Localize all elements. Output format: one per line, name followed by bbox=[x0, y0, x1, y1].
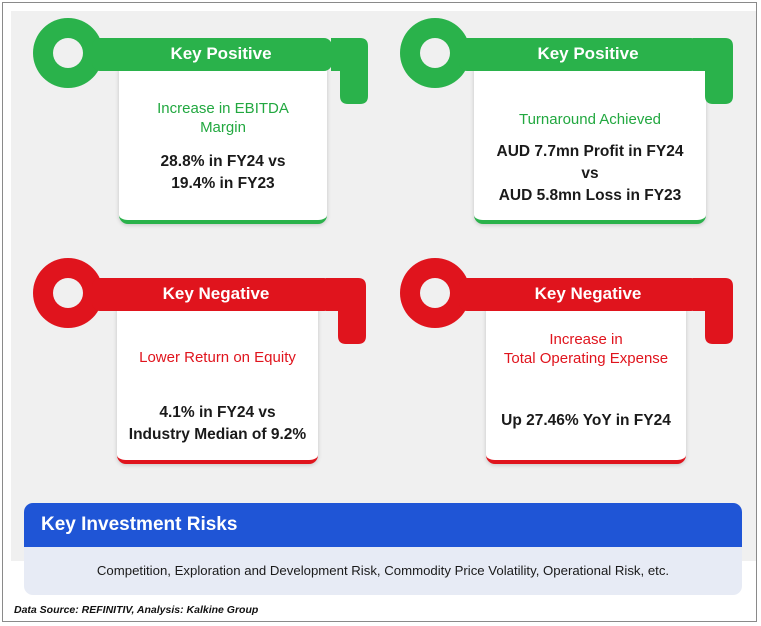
card-body: 4.1% in FY24 vs Industry Median of 9.2% bbox=[117, 402, 318, 446]
key-icon bbox=[33, 258, 366, 344]
card-subtitle-line: Turnaround Achieved bbox=[518, 111, 662, 128]
key-icon bbox=[400, 18, 733, 104]
key-icon bbox=[33, 18, 368, 104]
card-ebitda-margin: Increase in EBITDA Margin 28.8% in FY24 … bbox=[119, 68, 327, 224]
card-title: Key Negative bbox=[534, 284, 642, 303]
risks-text: Competition, Exploration and Development… bbox=[24, 547, 742, 595]
card-subtitle-line: Total Operating Expense bbox=[503, 350, 669, 367]
card-title: Key Positive bbox=[537, 44, 639, 63]
card-body: 28.8% in FY24 vs 19.4% in FY23 bbox=[119, 151, 327, 195]
risks-title: Key Investment Risks bbox=[41, 514, 238, 535]
card-body-line: 19.4% in FY23 bbox=[171, 175, 275, 192]
card-body-line: 28.8% in FY24 vs bbox=[160, 153, 286, 170]
card-body-line: Industry Median of 9.2% bbox=[128, 426, 307, 443]
card-body-line: 4.1% in FY24 vs bbox=[159, 404, 276, 421]
card-subtitle-line: Lower Return on Equity bbox=[139, 349, 296, 366]
card-subtitle: Increase in Total Operating Expense bbox=[486, 330, 686, 368]
card-turnaround: Turnaround Achieved AUD 7.7mn Profit in … bbox=[474, 68, 706, 224]
card-return-on-equity: Lower Return on Equity 4.1% in FY24 vs I… bbox=[117, 308, 318, 464]
card-title: Key Positive bbox=[170, 44, 272, 63]
card-body-line: AUD 7.7mn Profit in FY24 bbox=[496, 143, 684, 160]
card-body-line: Up 27.46% YoY in FY24 bbox=[501, 412, 671, 429]
card-body: Up 27.46% YoY in FY24 bbox=[486, 410, 686, 432]
card-subtitle: Lower Return on Equity bbox=[117, 348, 318, 367]
card-subtitle-line: Margin bbox=[200, 119, 246, 136]
card-operating-expense: Increase in Total Operating Expense Up 2… bbox=[486, 308, 686, 464]
card-subtitle: Increase in EBITDA Margin bbox=[119, 99, 327, 137]
risks-header: Key Investment Risks bbox=[24, 503, 742, 547]
key-icon bbox=[400, 258, 733, 344]
card-subtitle-line: Increase in EBITDA bbox=[157, 100, 289, 117]
card-body-line: vs bbox=[581, 165, 599, 182]
data-source-note: Data Source: REFINITIV, Analysis: Kalkin… bbox=[14, 604, 259, 616]
card-body: AUD 7.7mn Profit in FY24 vs AUD 5.8mn Lo… bbox=[474, 141, 706, 207]
card-body-line: AUD 5.8mn Loss in FY23 bbox=[498, 187, 682, 204]
card-subtitle-line: Increase in bbox=[549, 331, 623, 348]
card-subtitle: Turnaround Achieved bbox=[474, 110, 706, 129]
card-title: Key Negative bbox=[162, 284, 270, 303]
